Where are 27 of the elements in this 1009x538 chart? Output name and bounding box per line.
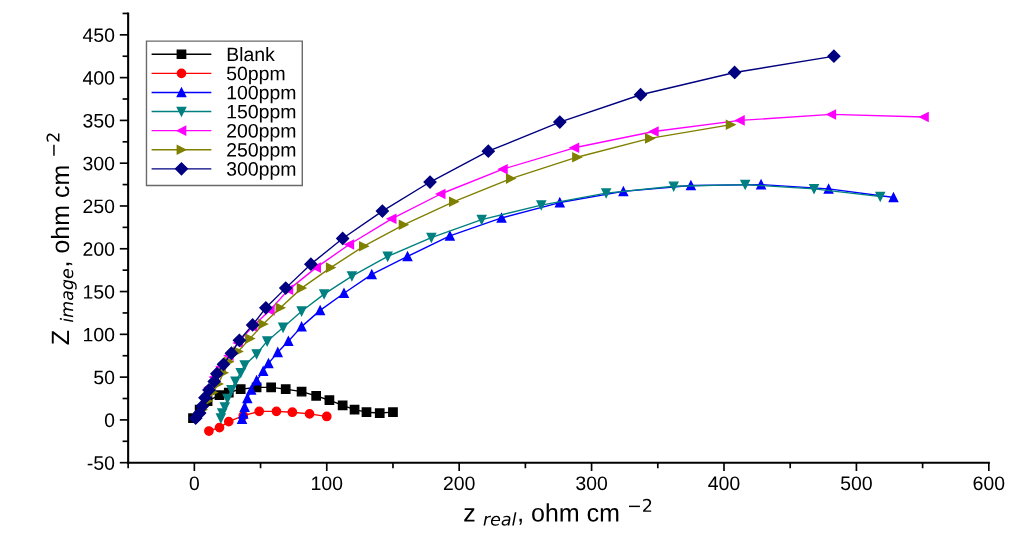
- x-tick-label: 400: [708, 476, 740, 491]
- x-axis-title: z $_{real}$, ohm cm $^{−2}$: [464, 498, 652, 526]
- x-tick-label: 100: [312, 476, 343, 491]
- y-tick-label: 300: [83, 156, 115, 171]
- legend-label: 100ppm: [227, 85, 296, 104]
- y-tick-label: -50: [87, 456, 115, 470]
- legend-label: 200ppm: [227, 123, 296, 142]
- y-tick-label: 200: [83, 242, 115, 256]
- y-tick-label: 150: [83, 285, 115, 299]
- y-tick-label: 350: [83, 113, 115, 128]
- x-tick-label: 0: [189, 476, 199, 491]
- y-tick-label: 100: [83, 327, 115, 342]
- legend-label: 50ppm: [226, 66, 285, 85]
- x-tick-label: 500: [840, 476, 872, 491]
- legend-label: 250ppm: [227, 142, 296, 161]
- y-tick-label: 250: [83, 199, 115, 214]
- y-axis-title: Z $_{image}$, ohm cm $^{−2}$: [46, 133, 77, 345]
- legend-label: Blank: [227, 46, 275, 62]
- x-tick-label: 300: [576, 476, 608, 491]
- y-tick-label: 400: [82, 71, 115, 85]
- x-tick-label: 200: [443, 476, 475, 491]
- legend-label: 150ppm: [227, 104, 296, 123]
- y-tick-label: 0: [104, 413, 115, 428]
- legend-label: 300ppm: [226, 162, 296, 180]
- y-tick-label: 450: [82, 28, 115, 43]
- y-tick-label: 50: [94, 370, 115, 385]
- x-tick-label: 600: [973, 476, 1005, 491]
